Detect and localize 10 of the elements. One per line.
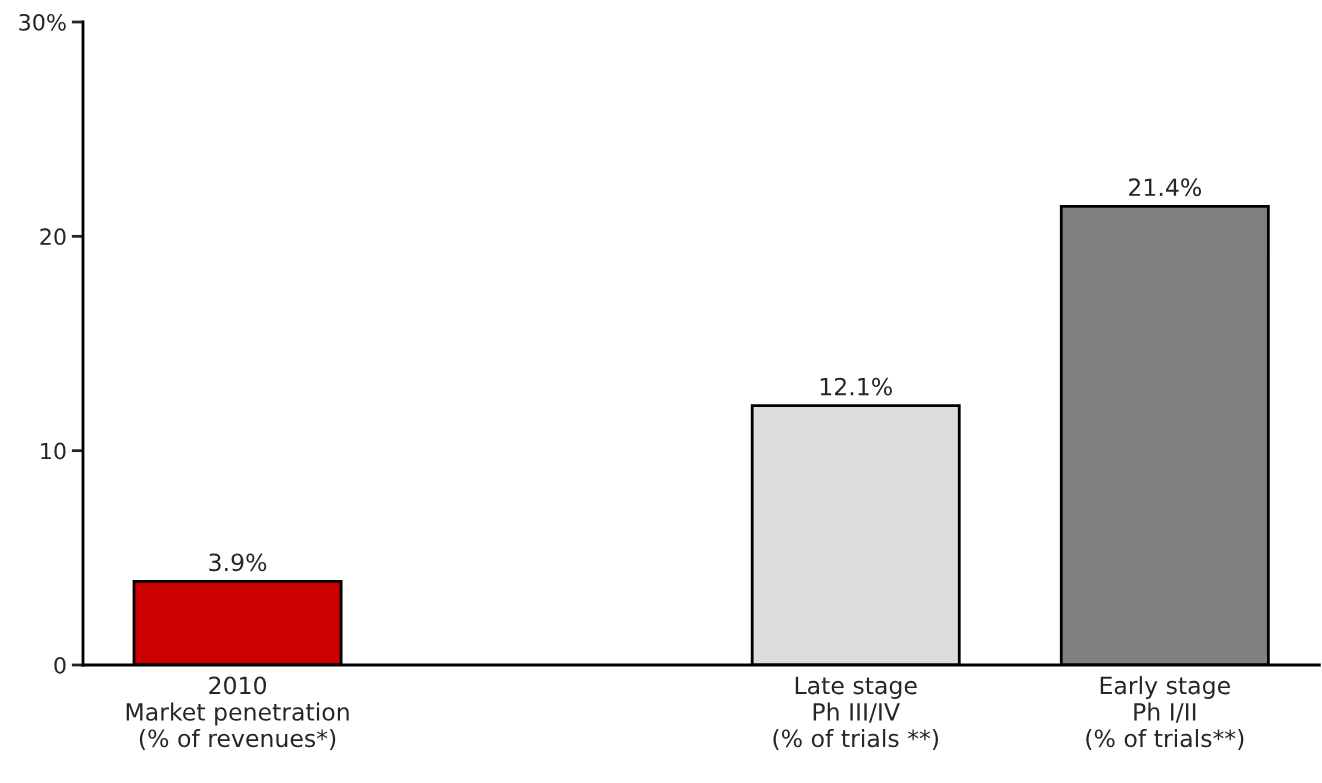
data-label: 12.1% [820, 377, 892, 396]
data-label: 21.4% [1129, 178, 1202, 197]
y-tick-label: 30% [19, 13, 66, 31]
x-tick-label: Late stage Ph III/IV (% of trials **) [773, 676, 938, 751]
x-tick-label: Early stage Ph I/II (% of trials**) [1086, 676, 1244, 751]
y-tick-label: 10 [41, 442, 66, 460]
data-label: 3.9% [209, 553, 267, 572]
y-tick-label: 20 [40, 228, 66, 246]
x-tick-label: 2010 Market penetration (% of revenues*) [126, 676, 349, 751]
y-tick-label: 0 [54, 656, 66, 674]
